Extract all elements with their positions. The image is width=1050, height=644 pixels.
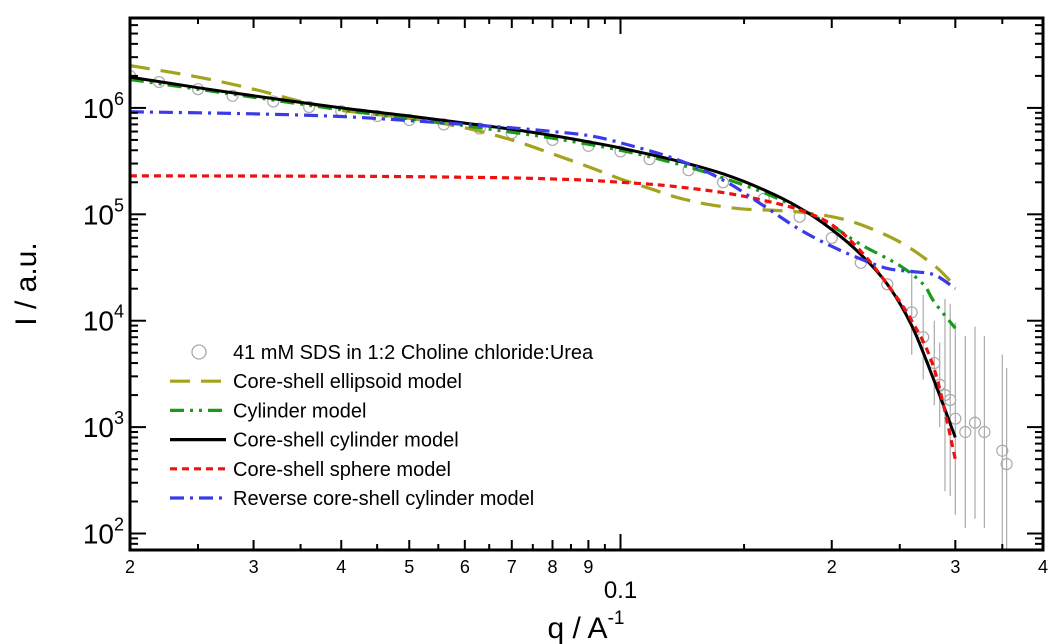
x-tick-label: 2 — [125, 557, 135, 577]
y-tick-label: 105 — [83, 195, 124, 230]
y-tick-base: 10 — [83, 412, 114, 443]
legend-label: Core-shell ellipsoid model — [233, 371, 462, 393]
x-tick-label: 3 — [249, 557, 259, 577]
data-point — [881, 278, 894, 291]
y-tick-label: 106 — [83, 89, 124, 124]
y-tick-label: 102 — [83, 515, 124, 550]
data-point — [978, 425, 991, 439]
y-axis-label: I / a.u. — [10, 242, 43, 325]
legend-label: Core-shell cylinder model — [233, 430, 459, 452]
x-tick-label: 7 — [507, 557, 517, 577]
axis-ticks — [129, 18, 1044, 550]
data-point — [825, 231, 838, 245]
y-tick-base: 10 — [83, 199, 114, 230]
model-curve — [130, 77, 957, 330]
x-tick-label: 2 — [827, 557, 837, 577]
data-point — [1000, 457, 1013, 471]
legend-label: Cylinder model — [233, 400, 366, 422]
data-point — [959, 425, 972, 439]
x-tick-label: 4 — [1038, 557, 1048, 577]
y-tick-base: 10 — [83, 519, 114, 550]
x-tick-label: 8 — [547, 557, 557, 577]
y-tick-exponent: 6 — [114, 89, 124, 109]
data-point — [968, 416, 982, 429]
x-axis-label-exponent: -1 — [608, 608, 625, 629]
x-tick-label: 6 — [460, 557, 470, 577]
y-tick-label: 104 — [83, 302, 124, 337]
y-tick-base: 10 — [83, 306, 114, 337]
plot-frame — [128, 16, 1045, 552]
x-tick-label: 5 — [404, 557, 414, 577]
y-tick-exponent: 3 — [114, 408, 124, 428]
data-point — [267, 95, 280, 108]
x-axis-label-text: q / A — [548, 612, 608, 644]
x-tick-label: 9 — [583, 557, 593, 577]
data-layer — [130, 69, 1013, 550]
x-tick-label: 4 — [336, 557, 346, 577]
model-curves — [130, 64, 957, 460]
x-tick-label: 0.1 — [604, 577, 637, 604]
y-tick-label: 103 — [83, 408, 124, 443]
model-curve — [130, 64, 957, 288]
y-tick-exponent: 4 — [114, 302, 124, 322]
y-tick-exponent: 5 — [114, 195, 124, 215]
data-point — [303, 100, 316, 114]
x-tick-label: 3 — [950, 557, 960, 577]
model-curve — [130, 110, 957, 291]
y-tick-base: 10 — [83, 93, 114, 124]
legend: 41 mM SDS in 1:2 Choline chloride:Urea Co… — [170, 342, 594, 510]
legend-marker — [191, 344, 207, 360]
data-point — [226, 89, 239, 102]
data-point — [996, 444, 1009, 457]
x-axis-label: q / A-1 — [548, 608, 625, 644]
legend-label: Core-shell sphere model — [233, 459, 451, 481]
legend-label: 41 mM SDS in 1:2 Choline chloride:Urea — [233, 342, 594, 364]
y-tick-exponent: 2 — [114, 515, 124, 535]
legend-label: Reverse core-shell cylinder model — [233, 488, 534, 510]
